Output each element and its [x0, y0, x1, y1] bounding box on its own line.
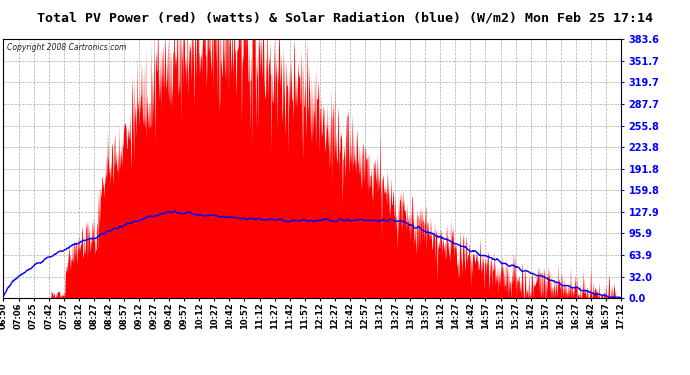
Text: Total PV Power (red) (watts) & Solar Radiation (blue) (W/m2) Mon Feb 25 17:14: Total PV Power (red) (watts) & Solar Rad… — [37, 11, 653, 24]
Text: Copyright 2008 Cartronics.com: Copyright 2008 Cartronics.com — [6, 43, 126, 52]
